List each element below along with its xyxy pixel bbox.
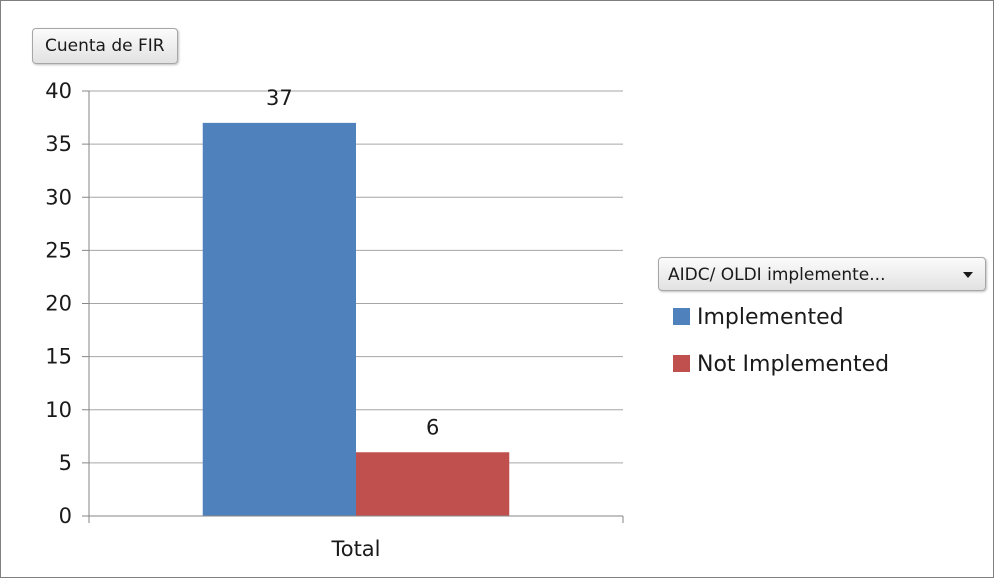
legend-item-not-implemented: Not Implemented — [673, 351, 889, 379]
x-category-label: Total — [330, 537, 380, 561]
y-tick-label: 30 — [45, 185, 72, 209]
legend-item-implemented: Implemented — [673, 304, 844, 332]
axes — [82, 90, 624, 523]
y-tick-label: 15 — [45, 345, 72, 369]
bars — [202, 122, 510, 516]
legend-swatch-not-implemented — [673, 355, 690, 372]
data-label: 6 — [426, 415, 439, 439]
y-tick-label: 5 — [59, 451, 72, 475]
y-tick-label: 25 — [45, 238, 72, 262]
bar-implemented — [202, 122, 356, 516]
chevron-down-icon[interactable] — [963, 272, 973, 278]
legend-swatch-implemented — [673, 308, 690, 325]
y-tick-label: 10 — [45, 398, 72, 422]
data-label: 37 — [266, 86, 293, 110]
field-button-cuenta-de-fir[interactable]: Cuenta de FIR — [32, 28, 178, 64]
legend-filter-dropdown[interactable]: AIDC/ OLDI implemente... — [658, 257, 986, 291]
bar-not-implemented — [356, 452, 510, 516]
y-tick-label: 40 — [45, 79, 72, 103]
y-tick-label: 20 — [45, 292, 72, 316]
legend-filter-label: AIDC/ OLDI implemente... — [668, 265, 886, 285]
legend-label-not-implemented: Not Implemented — [697, 352, 890, 377]
legend-label-implemented: Implemented — [697, 305, 844, 330]
labels: 0 5 10 15 20 25 30 35 40 37 6 Total — [45, 79, 439, 561]
y-tick-label: 35 — [45, 132, 72, 156]
y-tick-label: 0 — [59, 504, 72, 528]
